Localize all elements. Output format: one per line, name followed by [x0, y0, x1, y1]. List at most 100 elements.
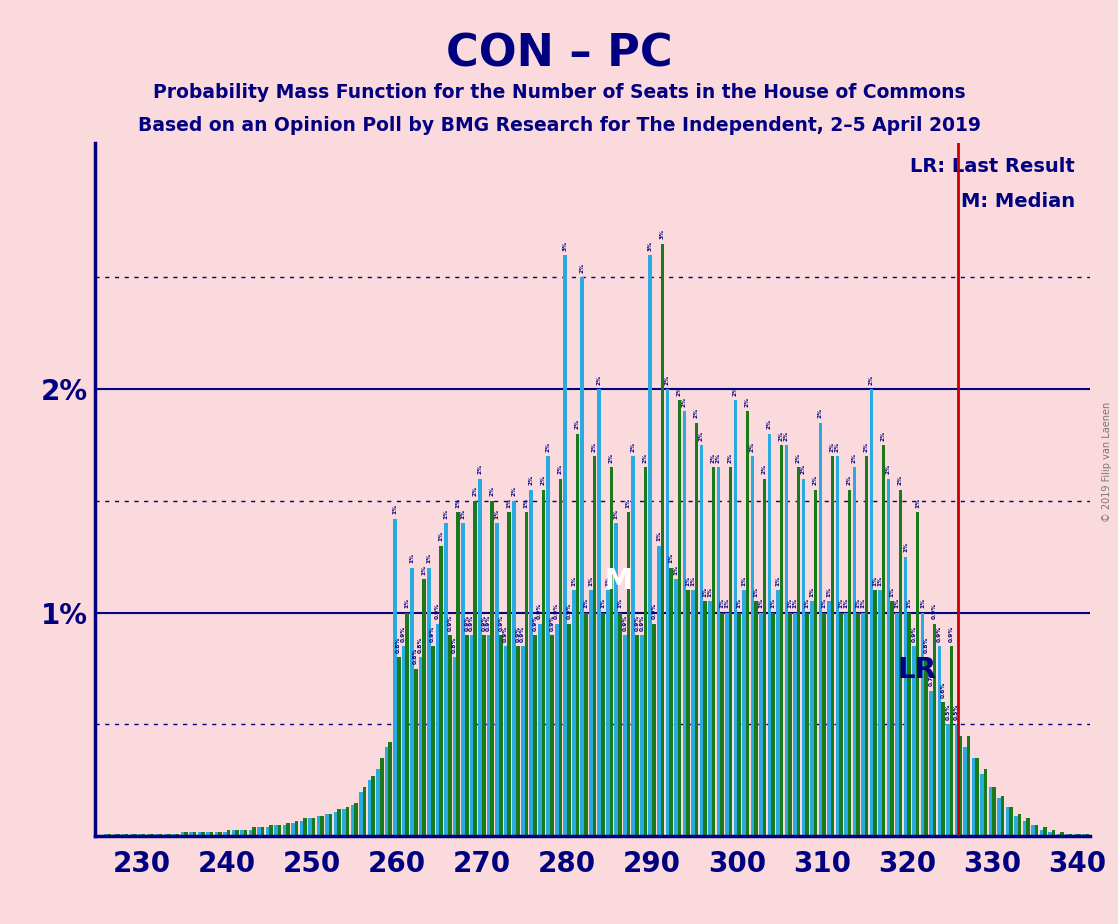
Text: 0.8%: 0.8% — [414, 648, 418, 664]
Bar — [729, 468, 732, 836]
Bar — [694, 422, 698, 836]
Bar — [359, 792, 363, 836]
Bar — [274, 825, 278, 836]
Text: 0.9%: 0.9% — [623, 614, 627, 630]
Bar — [423, 579, 426, 836]
Text: 2%: 2% — [477, 464, 483, 474]
Text: 1%: 1% — [855, 598, 861, 608]
Bar — [669, 568, 673, 836]
Text: 1%: 1% — [838, 598, 843, 608]
Bar — [589, 590, 593, 836]
Text: 2%: 2% — [694, 408, 699, 419]
Bar — [113, 834, 116, 836]
Bar — [1060, 832, 1064, 836]
Text: 1%: 1% — [524, 497, 529, 507]
Bar — [368, 781, 371, 836]
Bar — [776, 590, 779, 836]
Text: 2%: 2% — [631, 442, 636, 452]
Text: LR: Last Result: LR: Last Result — [910, 157, 1076, 176]
Bar — [703, 602, 707, 836]
Text: 0.7%: 0.7% — [928, 670, 934, 687]
Bar — [878, 590, 882, 836]
Text: 1%: 1% — [444, 508, 448, 518]
Bar — [218, 832, 221, 836]
Bar — [316, 816, 321, 836]
Text: 1%: 1% — [405, 598, 409, 608]
Text: 0.9%: 0.9% — [486, 614, 491, 630]
Text: 2%: 2% — [818, 408, 823, 419]
Bar — [1035, 825, 1039, 836]
Bar — [733, 400, 737, 836]
Bar — [283, 825, 286, 836]
Text: 1%: 1% — [438, 531, 444, 541]
Bar — [385, 747, 388, 836]
Text: 2%: 2% — [779, 431, 784, 441]
Bar — [470, 635, 474, 836]
Bar — [814, 490, 817, 836]
Bar — [266, 827, 269, 836]
Bar — [338, 809, 341, 836]
Text: 0.9%: 0.9% — [549, 614, 555, 630]
Bar — [771, 613, 775, 836]
Bar — [593, 456, 596, 836]
Bar — [550, 635, 553, 836]
Bar — [130, 834, 133, 836]
Bar — [711, 468, 716, 836]
Bar — [236, 830, 239, 836]
Text: 1%: 1% — [737, 598, 741, 608]
Bar — [244, 830, 247, 836]
Bar — [870, 389, 873, 836]
Bar — [377, 769, 380, 836]
Bar — [597, 389, 601, 836]
Bar — [618, 613, 622, 836]
Bar — [847, 490, 851, 836]
Text: 1%: 1% — [506, 497, 512, 507]
Bar — [632, 456, 635, 836]
Bar — [521, 646, 524, 836]
Bar — [321, 816, 324, 836]
Text: 2%: 2% — [643, 453, 647, 463]
Bar — [835, 456, 840, 836]
Bar — [491, 501, 494, 836]
Text: 2%: 2% — [699, 431, 704, 441]
Bar — [1052, 830, 1055, 836]
Bar — [762, 479, 766, 836]
Bar — [755, 602, 758, 836]
Bar — [547, 456, 550, 836]
Bar — [430, 646, 435, 836]
Bar — [606, 590, 609, 836]
Text: 2%: 2% — [541, 475, 546, 485]
Bar — [831, 456, 834, 836]
Text: Based on an Opinion Poll by BMG Research for The Independent, 2–5 April 2019: Based on an Opinion Poll by BMG Research… — [138, 116, 980, 136]
Text: 2%: 2% — [830, 442, 835, 452]
Bar — [797, 468, 800, 836]
Bar — [678, 400, 681, 836]
Bar — [609, 468, 613, 836]
Text: 1%: 1% — [461, 508, 466, 518]
Text: 1%: 1% — [890, 587, 894, 597]
Bar — [172, 834, 176, 836]
Bar — [1017, 814, 1022, 836]
Bar — [652, 624, 655, 836]
Bar — [674, 579, 678, 836]
Bar — [192, 832, 197, 836]
Bar — [168, 834, 171, 836]
Text: 0.9%: 0.9% — [447, 614, 453, 630]
Bar — [615, 523, 618, 836]
Bar — [980, 773, 984, 836]
Bar — [1023, 821, 1026, 836]
Bar — [882, 445, 885, 836]
Bar — [410, 568, 414, 836]
Text: 0.9%: 0.9% — [499, 614, 503, 630]
Bar — [972, 758, 975, 836]
Bar — [580, 277, 584, 836]
Bar — [309, 819, 312, 836]
Bar — [1010, 808, 1013, 836]
Text: 2%: 2% — [745, 397, 750, 407]
Text: 0.9%: 0.9% — [532, 614, 538, 630]
Bar — [253, 827, 256, 836]
Bar — [1040, 830, 1043, 836]
Bar — [278, 825, 282, 836]
Bar — [997, 798, 1001, 836]
Bar — [932, 624, 936, 836]
